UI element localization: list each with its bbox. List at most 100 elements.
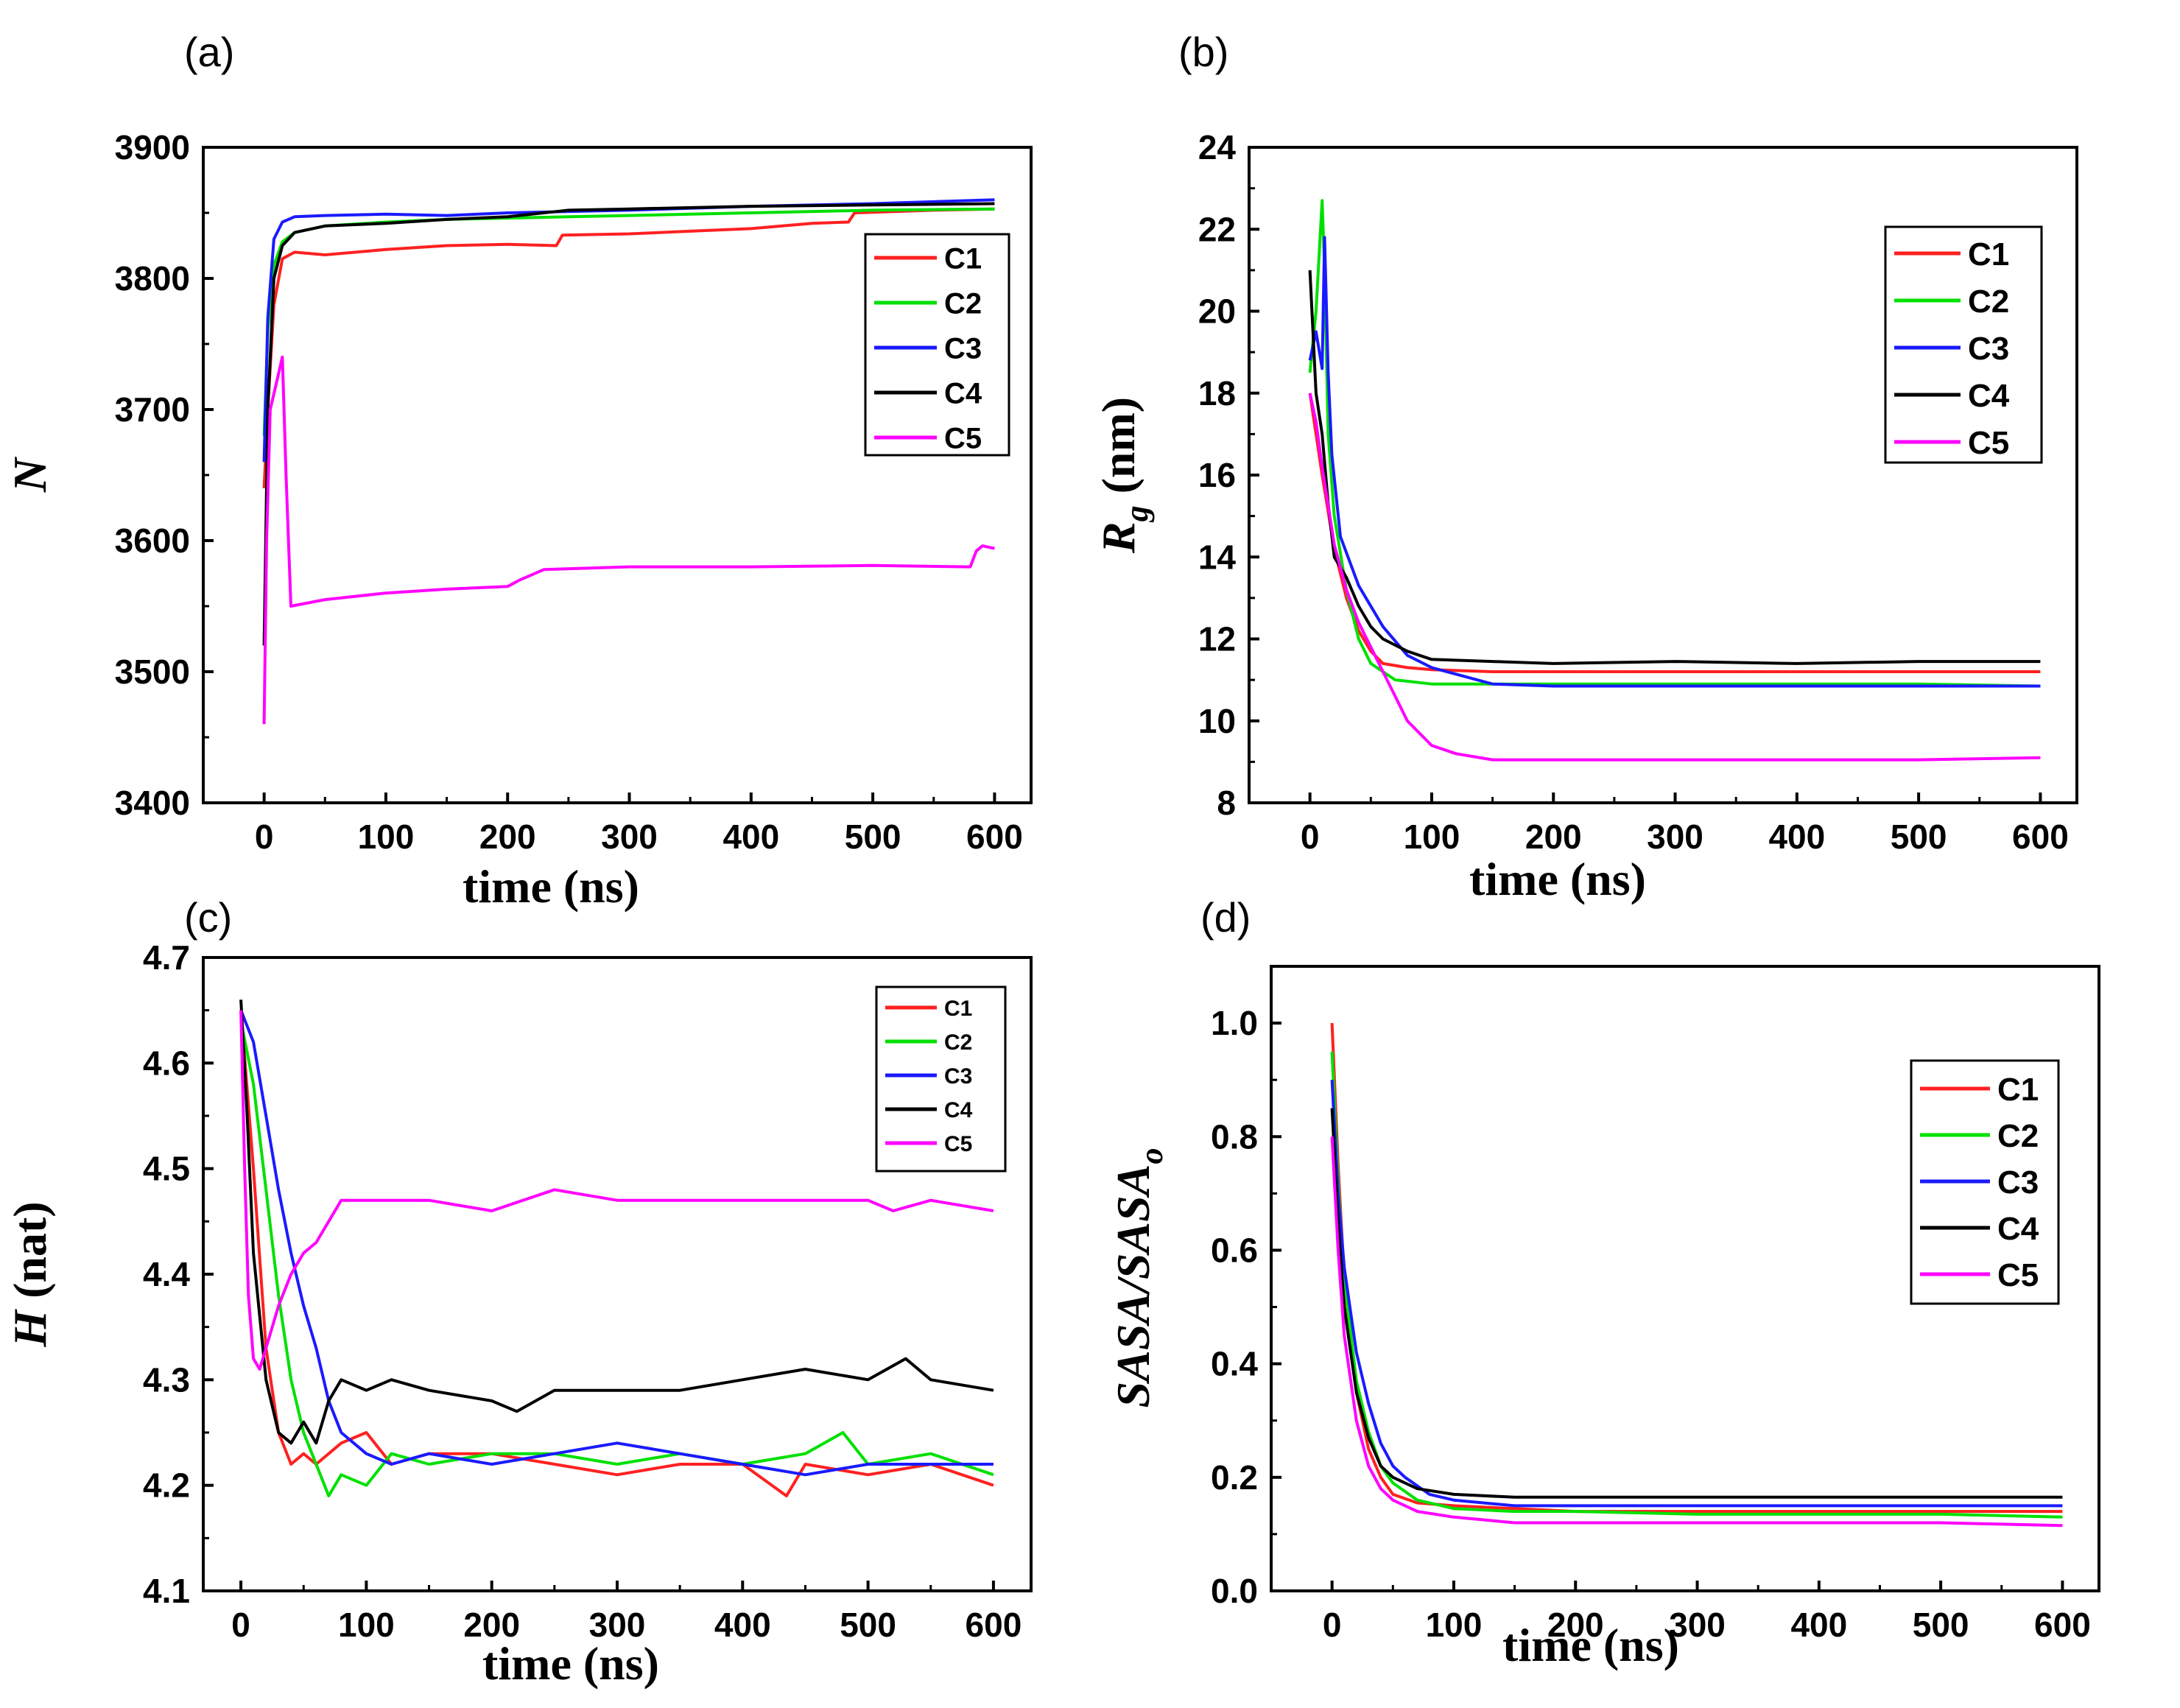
x-tick-label: 600 xyxy=(2012,818,2069,856)
y-tick-label: 12 xyxy=(1198,620,1236,658)
x-tick-label: 400 xyxy=(722,818,779,856)
legend-label-c5: C5 xyxy=(1968,425,2009,461)
y-tick-label: 0.4 xyxy=(1211,1345,1258,1383)
y-tick-label: 3900 xyxy=(115,128,190,166)
legend-box xyxy=(875,985,1007,1173)
y-tick-label: 3400 xyxy=(115,784,190,822)
x-axis-label: time (ns) xyxy=(1502,1619,1679,1671)
x-tick-label: 100 xyxy=(1426,1606,1483,1644)
y-tick-label: 3800 xyxy=(115,259,190,298)
x-axis-label: time (ns) xyxy=(482,1637,659,1690)
legend: C1 C2 C3 C4 C5 xyxy=(1884,225,2043,464)
series-line-c5 xyxy=(1308,393,2041,762)
x-tick-label: 200 xyxy=(463,1606,520,1644)
legend-label-c1: C1 xyxy=(1968,236,2009,273)
legend-label-c4: C4 xyxy=(944,377,982,410)
y-tick-label: 24 xyxy=(1198,128,1237,166)
series-line-c4 xyxy=(1308,270,2041,665)
chart-panel-a: (a) 0 100 200 300 400 500 600 3400 3500 3600 3700 38… xyxy=(4,29,1033,913)
x-tick-label: 100 xyxy=(1404,818,1460,856)
legend-label-c4: C4 xyxy=(1968,378,2010,414)
y-axis-label: H (nat) xyxy=(4,1201,56,1347)
legend-label-c4: C4 xyxy=(1997,1211,2039,1247)
y-axis-label: Rg (nm) xyxy=(1092,397,1155,554)
chart-panel-d: (d) 0 100 200 300 400 500 600 0.0 0.2 0.4 0.6 0.8 1.0… xyxy=(1107,894,2100,1671)
series-line-c3 xyxy=(239,1009,994,1477)
x-tick-label: 300 xyxy=(589,1606,646,1644)
series-line-c3 xyxy=(1330,1080,2063,1508)
x-tick-label: 0 xyxy=(1323,1606,1342,1644)
legend-box xyxy=(1884,225,2043,464)
x-tick-label: 200 xyxy=(479,818,536,856)
x-tick-label: 500 xyxy=(840,1606,896,1644)
x-tick-label: 600 xyxy=(2034,1606,2091,1644)
legend: C1 C2 C3 C4 C5 xyxy=(864,233,1010,457)
y-tick-label: 18 xyxy=(1198,374,1236,412)
x-tick-label: 200 xyxy=(1525,818,1582,856)
legend-label-c3: C3 xyxy=(1968,331,2009,367)
series-line-c4 xyxy=(1330,1108,2063,1499)
series-line-c5 xyxy=(239,1010,994,1371)
x-tick-label: 0 xyxy=(1301,818,1320,856)
y-tick-label: 4.5 xyxy=(143,1150,190,1188)
x-axis-label: time (ns) xyxy=(463,860,639,913)
panel-label: (c) xyxy=(184,894,232,941)
series-line-c3 xyxy=(1308,236,2041,688)
legend-label-c5: C5 xyxy=(944,1132,972,1156)
x-tick-label: 0 xyxy=(231,1606,250,1644)
panel-label: (a) xyxy=(184,29,234,75)
y-tick-label: 0.0 xyxy=(1211,1572,1258,1610)
legend-label-c3: C3 xyxy=(1997,1164,2039,1201)
x-tick-label: 600 xyxy=(966,1606,1022,1644)
y-tick-label: 4.4 xyxy=(143,1255,190,1293)
legend: C1 C2 C3 C4 C5 xyxy=(875,985,1007,1173)
x-tick-label: 400 xyxy=(1768,818,1825,856)
legend-label-c5: C5 xyxy=(944,422,982,454)
series-line-c4 xyxy=(262,202,995,646)
y-tick-label: 8 xyxy=(1217,784,1236,822)
x-tick-label: 500 xyxy=(1913,1606,1969,1644)
y-tick-label: 3600 xyxy=(115,521,190,560)
legend-label-c1: C1 xyxy=(944,997,972,1021)
series-line-c2 xyxy=(1330,1051,2063,1519)
legend: C1 C2 C3 C4 C5 xyxy=(1910,1059,2060,1305)
series-line-c4 xyxy=(239,999,994,1445)
x-tick-label: 0 xyxy=(255,818,274,856)
x-tick-label: 300 xyxy=(601,818,658,856)
y-tick-label: 0.6 xyxy=(1211,1231,1258,1269)
series-line-c5 xyxy=(1330,1136,2063,1528)
x-axis-label: time (ns) xyxy=(1469,853,1646,905)
y-tick-label: 14 xyxy=(1198,538,1237,576)
y-tick-label: 10 xyxy=(1198,702,1236,740)
series-line-c1 xyxy=(262,207,995,488)
y-tick-label: 3700 xyxy=(115,390,190,429)
y-tick-label: 22 xyxy=(1198,210,1236,248)
y-tick-label: 4.1 xyxy=(143,1572,190,1610)
chart-panel-c: (c) 0 100 200 300 400 500 600 4.1 4.2 4.3 4.4 4.5 4.6… xyxy=(4,894,1033,1690)
legend-label-c4: C4 xyxy=(944,1098,973,1122)
legend-label-c2: C2 xyxy=(1968,284,2009,320)
legend-box xyxy=(864,233,1010,457)
legend-label-c2: C2 xyxy=(1997,1118,2039,1154)
x-tick-label: 600 xyxy=(966,818,1023,856)
y-tick-label: 1.0 xyxy=(1211,1004,1258,1042)
legend-label-c2: C2 xyxy=(944,287,982,320)
x-tick-label: 100 xyxy=(338,1606,395,1644)
y-axis-label: SASA/SASAo xyxy=(1107,1148,1170,1408)
x-tick-label: 300 xyxy=(1669,1606,1726,1644)
panel-label: (d) xyxy=(1200,894,1251,941)
y-axis-label: N xyxy=(4,456,56,493)
y-tick-label: 16 xyxy=(1198,456,1236,494)
x-tick-label: 100 xyxy=(358,818,415,856)
legend-label-c3: C3 xyxy=(944,1064,972,1089)
legend-label-c3: C3 xyxy=(944,332,982,365)
y-tick-label: 4.2 xyxy=(143,1466,190,1505)
y-tick-label: 0.8 xyxy=(1211,1117,1258,1156)
panel-label: (b) xyxy=(1178,29,1228,75)
legend-label-c2: C2 xyxy=(944,1030,972,1055)
y-tick-label: 4.3 xyxy=(143,1360,190,1399)
y-tick-label: 0.2 xyxy=(1211,1458,1258,1497)
y-tick-label: 4.6 xyxy=(143,1044,190,1082)
chart-panel-b: (b) 0 100 200 300 400 500 600 8 10 12 14 16 18 20 22 24 t… xyxy=(1092,29,2078,905)
